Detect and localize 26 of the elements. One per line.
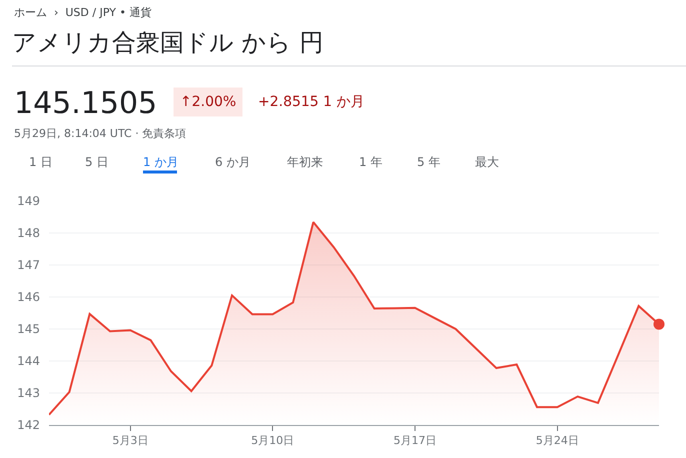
x-tick-label: 5月10日 <box>251 434 294 448</box>
y-tick-label: 146 <box>17 290 40 304</box>
y-tick-label: 149 <box>17 194 40 208</box>
text: 1 年 <box>359 155 382 169</box>
x-tick-label: 5月24日 <box>536 434 579 448</box>
y-tick-label: 144 <box>17 354 40 368</box>
text: ↑2.00% <box>180 94 236 110</box>
y-tick-label: 145 <box>17 322 40 336</box>
y-tick-label: 147 <box>17 258 40 272</box>
y-tick-label: 143 <box>17 386 40 400</box>
text: 6 か月 <box>215 155 250 169</box>
text: 最大 <box>475 155 499 169</box>
text: +2.8515 1 か月 <box>258 94 365 110</box>
x-tick-label: 5月17日 <box>394 434 436 448</box>
text: 145.1505 <box>14 86 158 121</box>
text: 5 日 <box>85 155 108 169</box>
y-tick-label: 142 <box>17 418 40 432</box>
y-tick-label: 148 <box>17 226 40 240</box>
text: 5 年 <box>417 155 440 169</box>
chart-title: アメリカ合衆国ドル から 円 <box>12 28 324 56</box>
chart-subtitle: ホーム › USD / JPY • 通貨 <box>14 6 152 19</box>
text: 5月29日, 8:14:04 UTC · 免責条項 <box>14 127 186 140</box>
x-tick-label: 5月3日 <box>112 434 148 448</box>
text: 年初来 <box>287 155 323 169</box>
text: 1 日 <box>29 155 52 169</box>
text: 1 か月 <box>143 155 178 169</box>
